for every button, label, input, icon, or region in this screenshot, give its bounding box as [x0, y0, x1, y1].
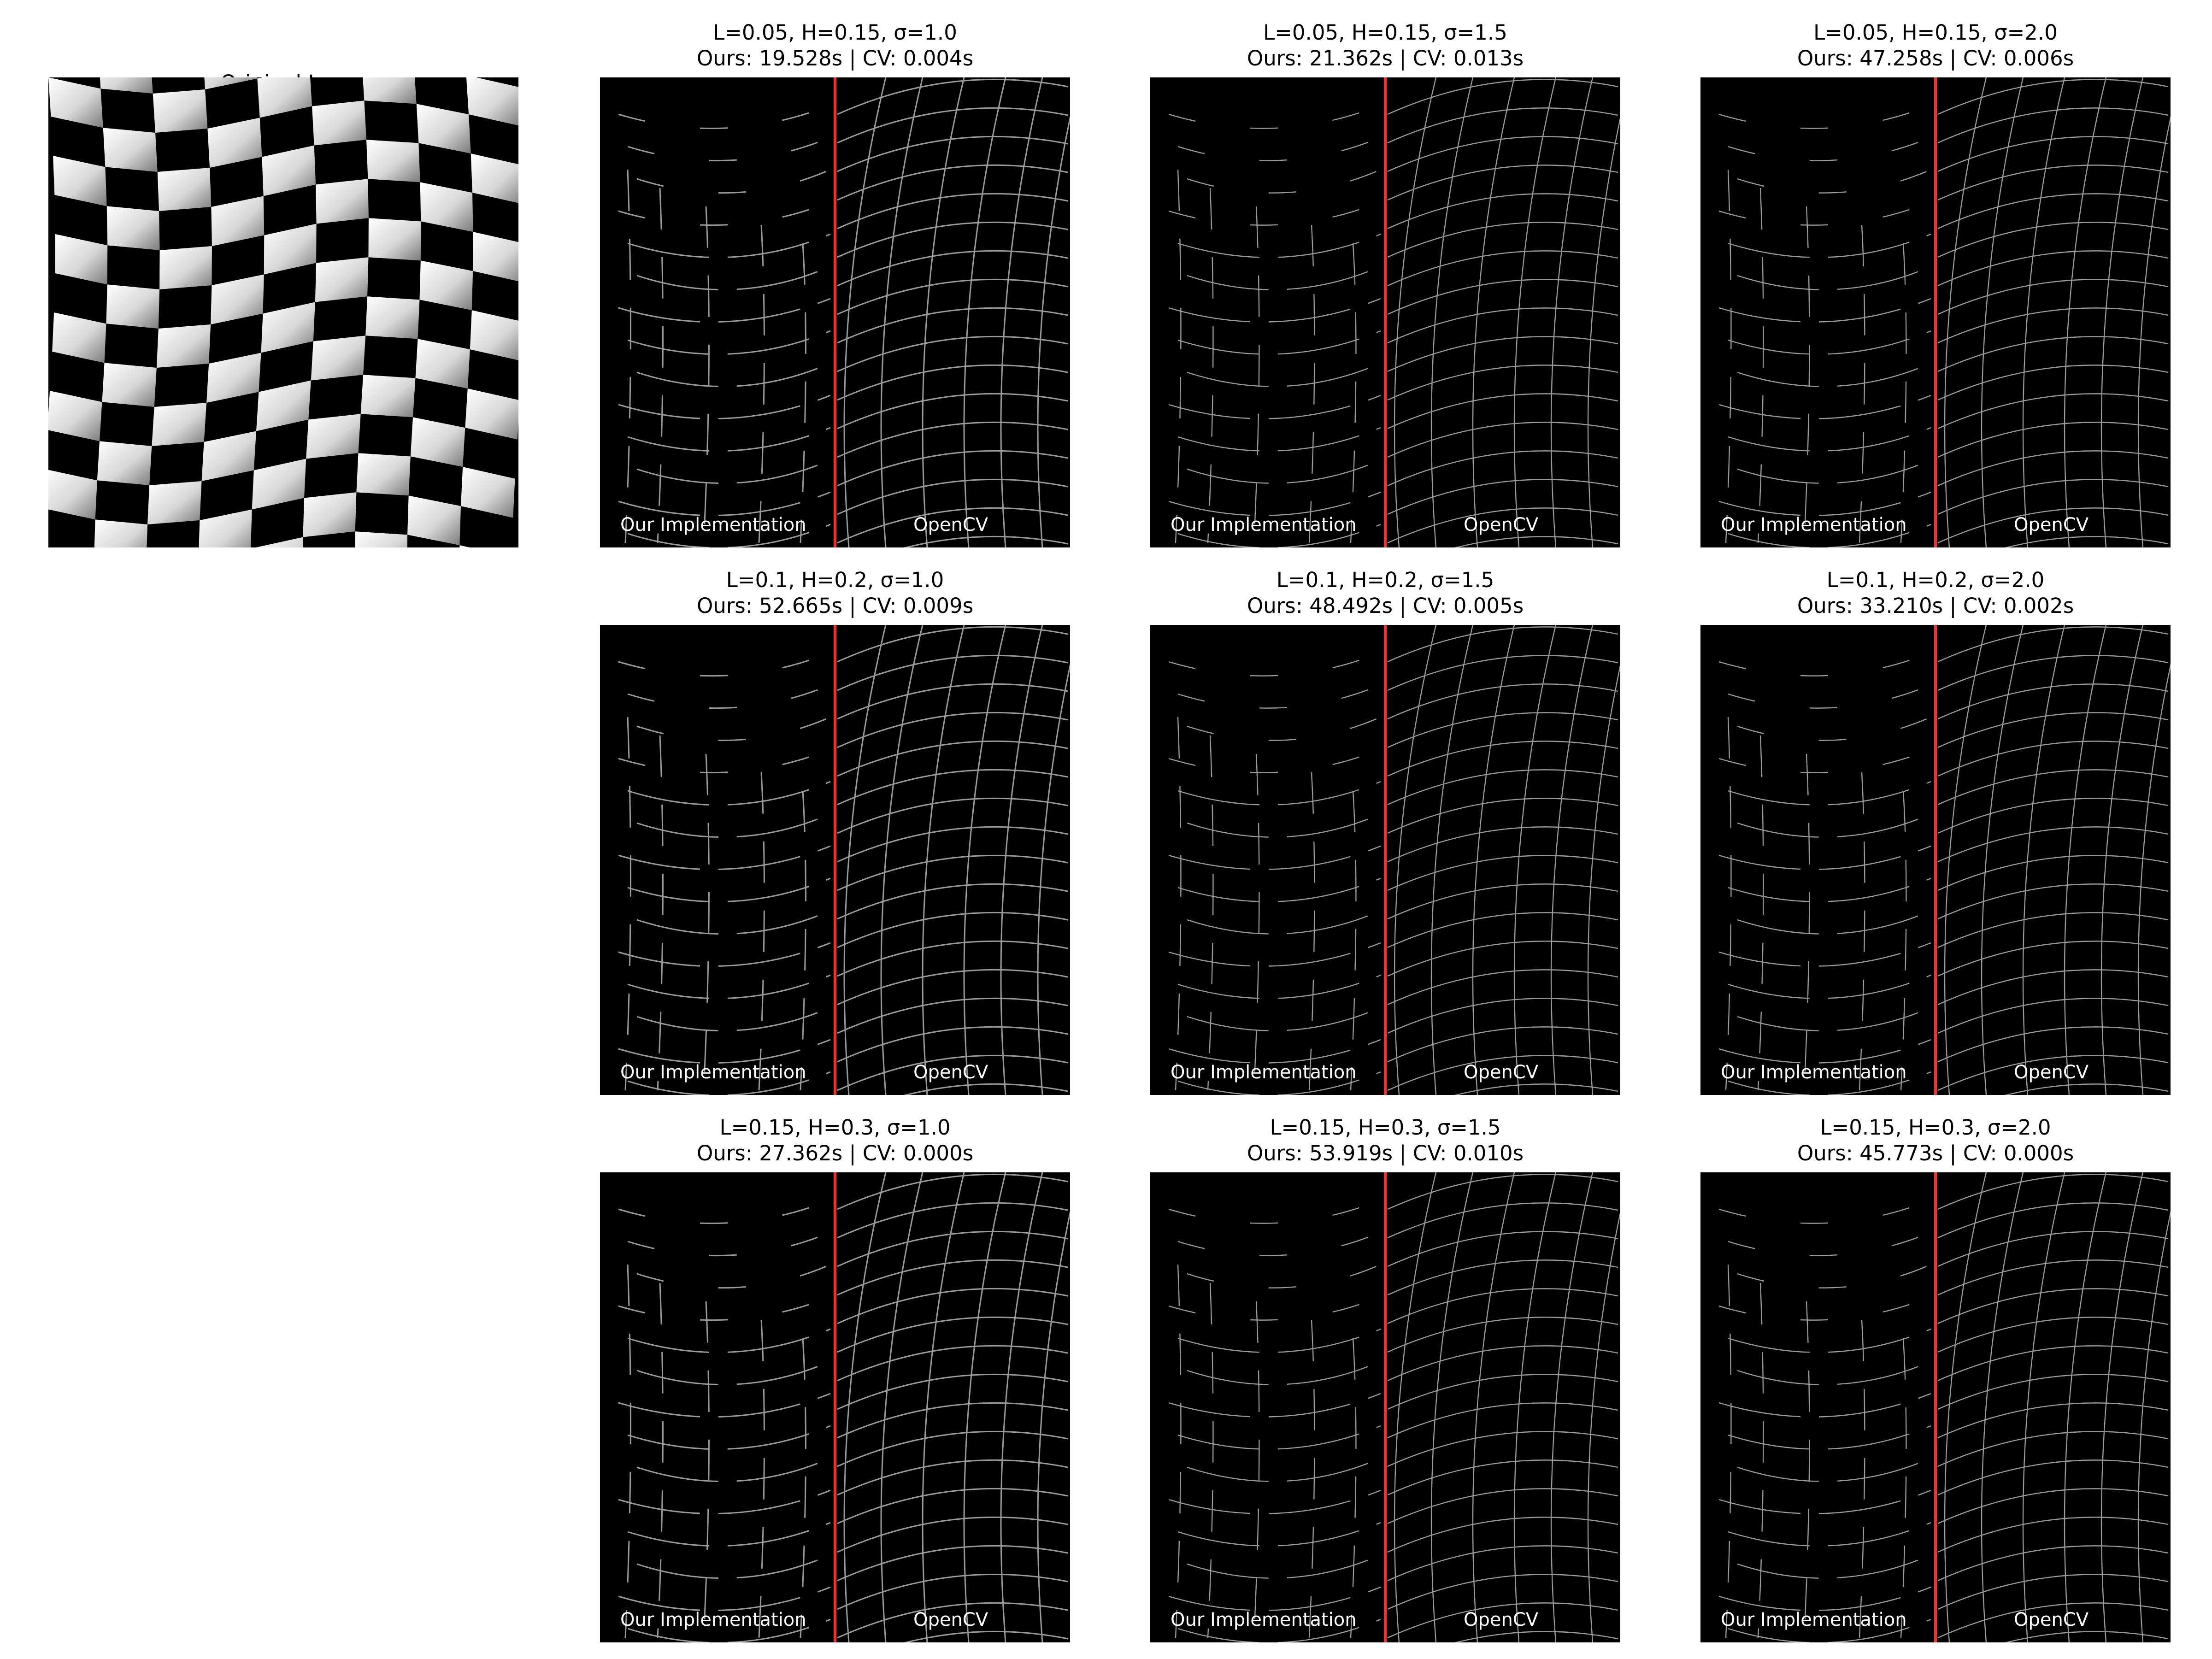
panel-params: L=0.15, H=0.3, σ=1.5 [1270, 1115, 1501, 1140]
edge-map [1168, 625, 1620, 1095]
panel-title: L=0.1, H=0.2, σ=2.0 Ours: 33.210s | CV: 0… [1700, 567, 2171, 619]
opencv-label: OpenCV [1464, 514, 1539, 535]
panel-title: L=0.15, H=0.3, σ=1.5 Ours: 53.919s | CV: … [1150, 1115, 1620, 1166]
our-implementation-label: Our Implementation [1721, 1062, 1907, 1083]
edge-map [1718, 77, 2171, 547]
panel-title: L=0.1, H=0.2, σ=1.5 Ours: 48.492s | CV: 0… [1150, 567, 1620, 619]
panel-timing: Ours: 21.362s | CV: 0.013s [1247, 46, 1524, 71]
panel-timing: Ours: 33.210s | CV: 0.002s [1797, 594, 2074, 618]
edge-comparison-image: Our Implementation OpenCV [600, 1172, 1070, 1642]
our-implementation-label: Our Implementation [1721, 514, 1907, 535]
panel-params: L=0.1, H=0.2, σ=1.0 [726, 568, 944, 592]
edge-map [618, 1172, 1070, 1642]
opencv-label: OpenCV [913, 1062, 988, 1083]
edge-map [618, 625, 1070, 1095]
panel-title: L=0.05, H=0.15, σ=1.5 Ours: 21.362s | CV:… [1150, 20, 1620, 71]
edge-comparison-image: Our Implementation OpenCV [1700, 1172, 2171, 1642]
panel-params: L=0.1, H=0.2, σ=2.0 [1826, 568, 2045, 592]
edge-comparison-image: Our Implementation OpenCV [1150, 1172, 1620, 1642]
panel-timing: Ours: 27.362s | CV: 0.000s [696, 1141, 974, 1165]
panel-title: L=0.15, H=0.3, σ=1.0 Ours: 27.362s | CV: … [600, 1115, 1070, 1166]
checkerboard-image [48, 77, 518, 547]
our-implementation-label: Our Implementation [620, 1609, 806, 1630]
panel-timing: Ours: 48.492s | CV: 0.005s [1247, 594, 1524, 618]
edge-comparison-image: Our Implementation OpenCV [600, 77, 1070, 547]
edge-map [1718, 1172, 2171, 1642]
our-implementation-label: Our Implementation [1171, 514, 1357, 535]
edge-comparison-image: Our Implementation OpenCV [1700, 77, 2171, 547]
panel-timing: Ours: 19.528s | CV: 0.004s [696, 46, 974, 71]
our-implementation-label: Our Implementation [1171, 1609, 1357, 1630]
edge-comparison-image: Our Implementation OpenCV [600, 625, 1070, 1095]
panel-title: L=0.1, H=0.2, σ=1.0 Ours: 52.665s | CV: 0… [600, 567, 1070, 619]
panel-params: L=0.05, H=0.15, σ=1.0 [713, 20, 957, 45]
panel-params: L=0.05, H=0.15, σ=2.0 [1813, 20, 2058, 45]
panel-timing: Ours: 47.258s | CV: 0.006s [1797, 46, 2074, 71]
opencv-label: OpenCV [2014, 1062, 2089, 1083]
panel-params: L=0.15, H=0.3, σ=2.0 [1820, 1115, 2051, 1140]
opencv-label: OpenCV [913, 514, 988, 535]
opencv-label: OpenCV [1464, 1609, 1539, 1630]
edge-map [1168, 1172, 1620, 1642]
edge-map [1168, 77, 1620, 547]
panel-params: L=0.05, H=0.15, σ=1.5 [1263, 20, 1507, 45]
opencv-label: OpenCV [1464, 1062, 1539, 1083]
opencv-label: OpenCV [2014, 1609, 2089, 1630]
panel-title: L=0.05, H=0.15, σ=1.0 Ours: 19.528s | CV:… [600, 20, 1070, 71]
our-implementation-label: Our Implementation [620, 514, 806, 535]
panel-title: L=0.15, H=0.3, σ=2.0 Ours: 45.773s | CV: … [1700, 1115, 2171, 1166]
opencv-label: OpenCV [913, 1609, 988, 1630]
edge-map [1718, 625, 2171, 1095]
panel-timing: Ours: 45.773s | CV: 0.000s [1797, 1141, 2074, 1165]
original-image [48, 77, 518, 547]
our-implementation-label: Our Implementation [1721, 1609, 1907, 1630]
panel-title: L=0.05, H=0.15, σ=2.0 Ours: 47.258s | CV:… [1700, 20, 2171, 71]
edge-comparison-image: Our Implementation OpenCV [1700, 625, 2171, 1095]
edge-comparison-image: Our Implementation OpenCV [1150, 625, 1620, 1095]
panel-params: L=0.15, H=0.3, σ=1.0 [719, 1115, 951, 1140]
panel-params: L=0.1, H=0.2, σ=1.5 [1276, 568, 1494, 592]
edge-map [618, 77, 1070, 547]
panel-timing: Ours: 52.665s | CV: 0.009s [696, 594, 974, 618]
our-implementation-label: Our Implementation [1171, 1062, 1357, 1083]
panel-timing: Ours: 53.919s | CV: 0.010s [1247, 1141, 1524, 1165]
opencv-label: OpenCV [2014, 514, 2089, 535]
our-implementation-label: Our Implementation [620, 1062, 806, 1083]
edge-comparison-image: Our Implementation OpenCV [1150, 77, 1620, 547]
